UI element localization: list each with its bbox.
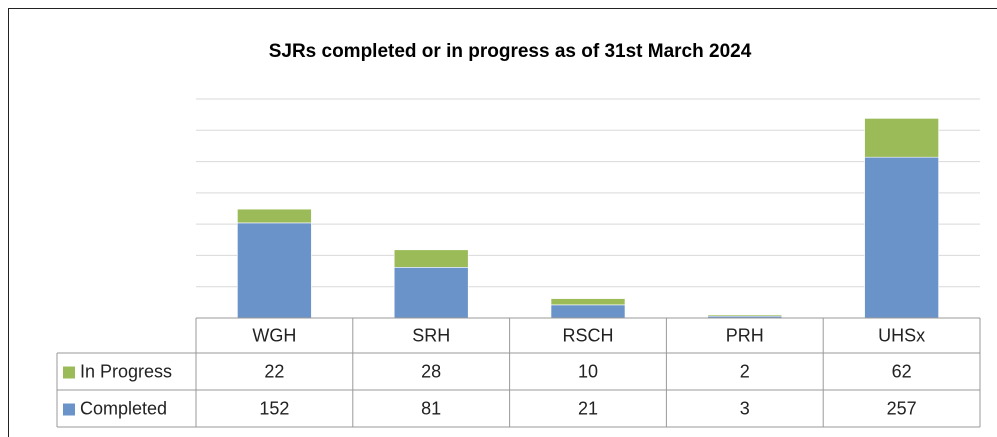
bar-segment <box>237 208 312 224</box>
chart-border <box>8 8 997 437</box>
table-value: 62 <box>892 361 912 381</box>
table-value: 10 <box>578 361 598 381</box>
legend-swatch <box>63 366 75 379</box>
chart-title: SJRs completed or in progress as of 31st… <box>269 41 752 62</box>
bar-segment <box>393 267 469 319</box>
table-value: 257 <box>887 398 917 418</box>
category-label: WGH <box>252 325 296 345</box>
table-value: 22 <box>264 361 284 381</box>
table-value: 2 <box>740 361 750 381</box>
table-value: 28 <box>421 361 441 381</box>
category-label: PRH <box>726 325 764 345</box>
category-label: SRH <box>412 325 450 345</box>
bar-segment <box>393 249 469 268</box>
table-value: 21 <box>578 398 598 418</box>
table-value: 81 <box>421 398 441 418</box>
table-value: 152 <box>259 398 289 418</box>
category-label: RSCH <box>562 325 613 345</box>
bar-segment <box>237 222 312 319</box>
bar-segment <box>707 314 783 317</box>
table-value: 3 <box>740 398 750 418</box>
bar-segment <box>550 304 626 319</box>
category-label: UHSx <box>878 325 925 345</box>
bar-segment <box>864 156 939 319</box>
legend-label: Completed <box>80 398 167 418</box>
bar-segment <box>864 118 939 158</box>
legend-label: In Progress <box>80 361 172 381</box>
legend-swatch <box>63 403 75 416</box>
bar-segment <box>550 298 626 306</box>
